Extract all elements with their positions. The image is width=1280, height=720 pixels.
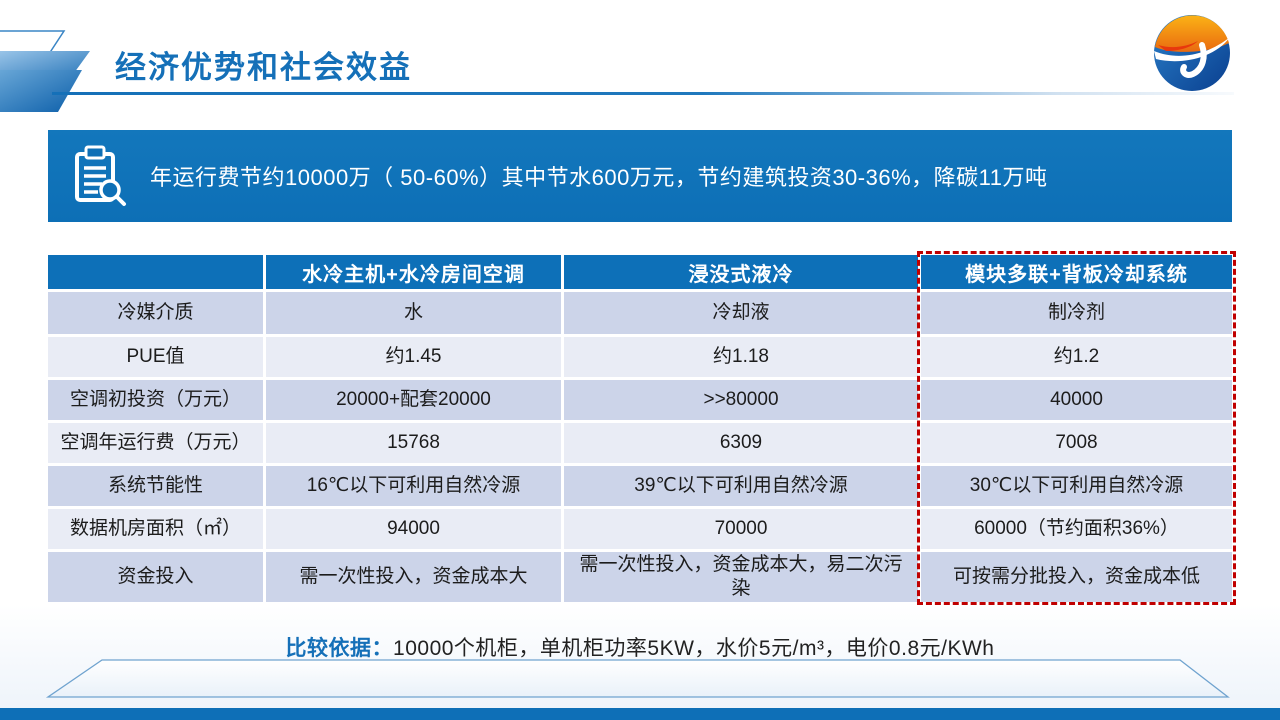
bottom-accent-bar bbox=[0, 708, 1280, 720]
comparison-basis-note: 比较依据：10000个机柜，单机柜功率5KW，水价5元/m³，电价0.8元/KW… bbox=[0, 632, 1280, 662]
table-cell: 94000 bbox=[266, 509, 561, 549]
row-label-cell: PUE值 bbox=[48, 337, 263, 377]
table-cell: 需一次性投入，资金成本大 bbox=[266, 552, 561, 602]
table-cell: 30℃以下可利用自然冷源 bbox=[921, 466, 1232, 506]
table-cell: 7008 bbox=[921, 423, 1232, 463]
banner-text: 年运行费节约10000万（ 50-60%）其中节水600万元，节约建筑投资30-… bbox=[150, 165, 1048, 190]
table-cell: 约1.2 bbox=[921, 337, 1232, 377]
table-cell: 16℃以下可利用自然冷源 bbox=[266, 466, 561, 506]
clipboard-search-icon bbox=[75, 145, 126, 206]
table-cell: 需一次性投入，资金成本大，易二次污染 bbox=[564, 552, 918, 602]
title-underline bbox=[52, 92, 1234, 95]
table-cell: 制冷剂 bbox=[921, 292, 1232, 334]
table-cell: 冷却液 bbox=[564, 292, 918, 334]
table-cell: 水 bbox=[266, 292, 561, 334]
table-cell: 约1.18 bbox=[564, 337, 918, 377]
table-cell: 20000+配套20000 bbox=[266, 380, 561, 420]
table-header-cell: 水冷主机+水冷房间空调 bbox=[266, 255, 561, 289]
row-label-cell: 冷媒介质 bbox=[48, 292, 263, 334]
table-cell: 70000 bbox=[564, 509, 918, 549]
table-header-cell: 浸没式液冷 bbox=[564, 255, 918, 289]
table-header-cell-highlighted: 模块多联+背板冷却系统 bbox=[921, 255, 1232, 289]
row-label-cell: 系统节能性 bbox=[48, 466, 263, 506]
table-cell: 15768 bbox=[266, 423, 561, 463]
table-cell: 约1.45 bbox=[266, 337, 561, 377]
row-label-cell: 资金投入 bbox=[48, 552, 263, 602]
table-cell: 6309 bbox=[564, 423, 918, 463]
table-cell: >>80000 bbox=[564, 380, 918, 420]
summary-banner: 年运行费节约10000万（ 50-60%）其中节水600万元，节约建筑投资30-… bbox=[48, 130, 1232, 222]
row-label-cell: 空调年运行费（万元） bbox=[48, 423, 263, 463]
bottom-stage-decoration-icon bbox=[45, 659, 1230, 698]
company-logo-icon bbox=[1154, 15, 1230, 91]
header-flag-decoration-icon bbox=[0, 30, 90, 112]
page-title: 经济优势和社会效益 bbox=[115, 50, 412, 85]
comparison-table: 水冷主机+水冷房间空调 浸没式液冷 模块多联+背板冷却系统 冷媒介质 水 冷却液… bbox=[48, 251, 1236, 605]
row-label-cell: 数据机房面积（㎡） bbox=[48, 509, 263, 549]
table-cell: 39℃以下可利用自然冷源 bbox=[564, 466, 918, 506]
table-cell: 40000 bbox=[921, 380, 1232, 420]
table-cell: 60000（节约面积36%） bbox=[921, 509, 1232, 549]
table-corner-cell bbox=[48, 255, 263, 289]
comparison-basis-text: 10000个机柜，单机柜功率5KW，水价5元/m³，电价0.8元/KWh bbox=[393, 637, 995, 660]
table-cell: 可按需分批投入，资金成本低 bbox=[921, 552, 1232, 602]
comparison-basis-label: 比较依据： bbox=[285, 637, 394, 660]
row-label-cell: 空调初投资（万元） bbox=[48, 380, 263, 420]
